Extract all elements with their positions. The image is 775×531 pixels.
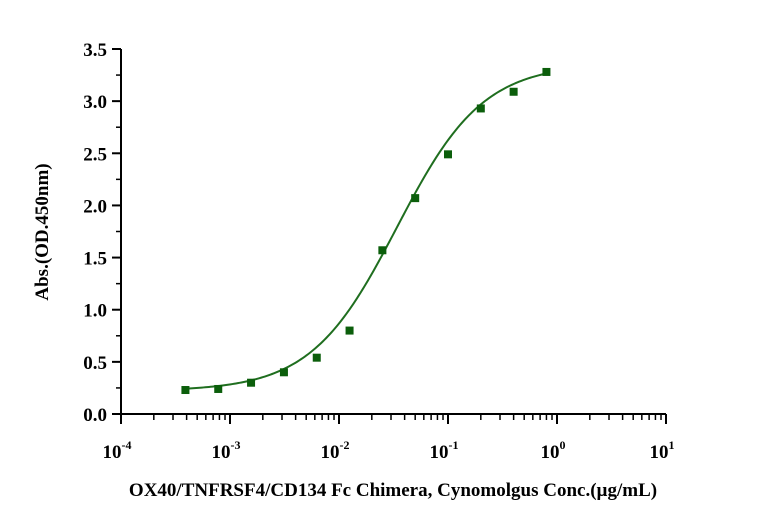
- data-point: [411, 194, 420, 203]
- y-tick-label: 2.5: [83, 144, 107, 165]
- x-tick-label: 100: [541, 438, 566, 463]
- data-point: [509, 87, 518, 96]
- data-point: [312, 353, 321, 362]
- data-point: [247, 378, 256, 387]
- data-point: [542, 67, 551, 76]
- data-point: [476, 104, 485, 113]
- axes: [120, 49, 666, 415]
- data-point: [378, 246, 387, 255]
- data-point: [181, 386, 190, 395]
- x-tick-label: 10-1: [430, 438, 459, 463]
- y-tick-label: 0.0: [83, 405, 107, 426]
- x-ticks: 10-4 10-3 10-2 10-1 100 101: [103, 414, 675, 463]
- fit-curve-line: [185, 72, 547, 390]
- x-tick-label: 10-3: [212, 438, 241, 463]
- x-axis-label: OX40/TNFRSF4/CD134 Fc Chimera, Cynomolgu…: [129, 480, 657, 501]
- data-point: [279, 368, 288, 377]
- y-tick-label: 3.0: [83, 92, 107, 113]
- y-axis-label: Abs.(OD.450nm): [32, 163, 53, 300]
- data-point: [214, 384, 223, 393]
- y-tick-label: 2.0: [83, 196, 107, 217]
- y-ticks: 0.0 0.5 1.0 1.5 2.0 2.5 3.0 3.5: [83, 40, 121, 426]
- y-tick-label: 1.5: [83, 249, 107, 270]
- data-points: [181, 67, 551, 395]
- y-tick-label: 3.5: [83, 40, 107, 61]
- y-tick-label: 1.0: [83, 301, 107, 322]
- y-tick-label: 0.5: [83, 353, 107, 374]
- x-tick-label: 10-4: [103, 438, 132, 463]
- x-tick-label: 10-2: [321, 438, 350, 463]
- data-point: [444, 150, 452, 159]
- x-tick-label: 101: [650, 438, 675, 463]
- data-point: [345, 326, 354, 335]
